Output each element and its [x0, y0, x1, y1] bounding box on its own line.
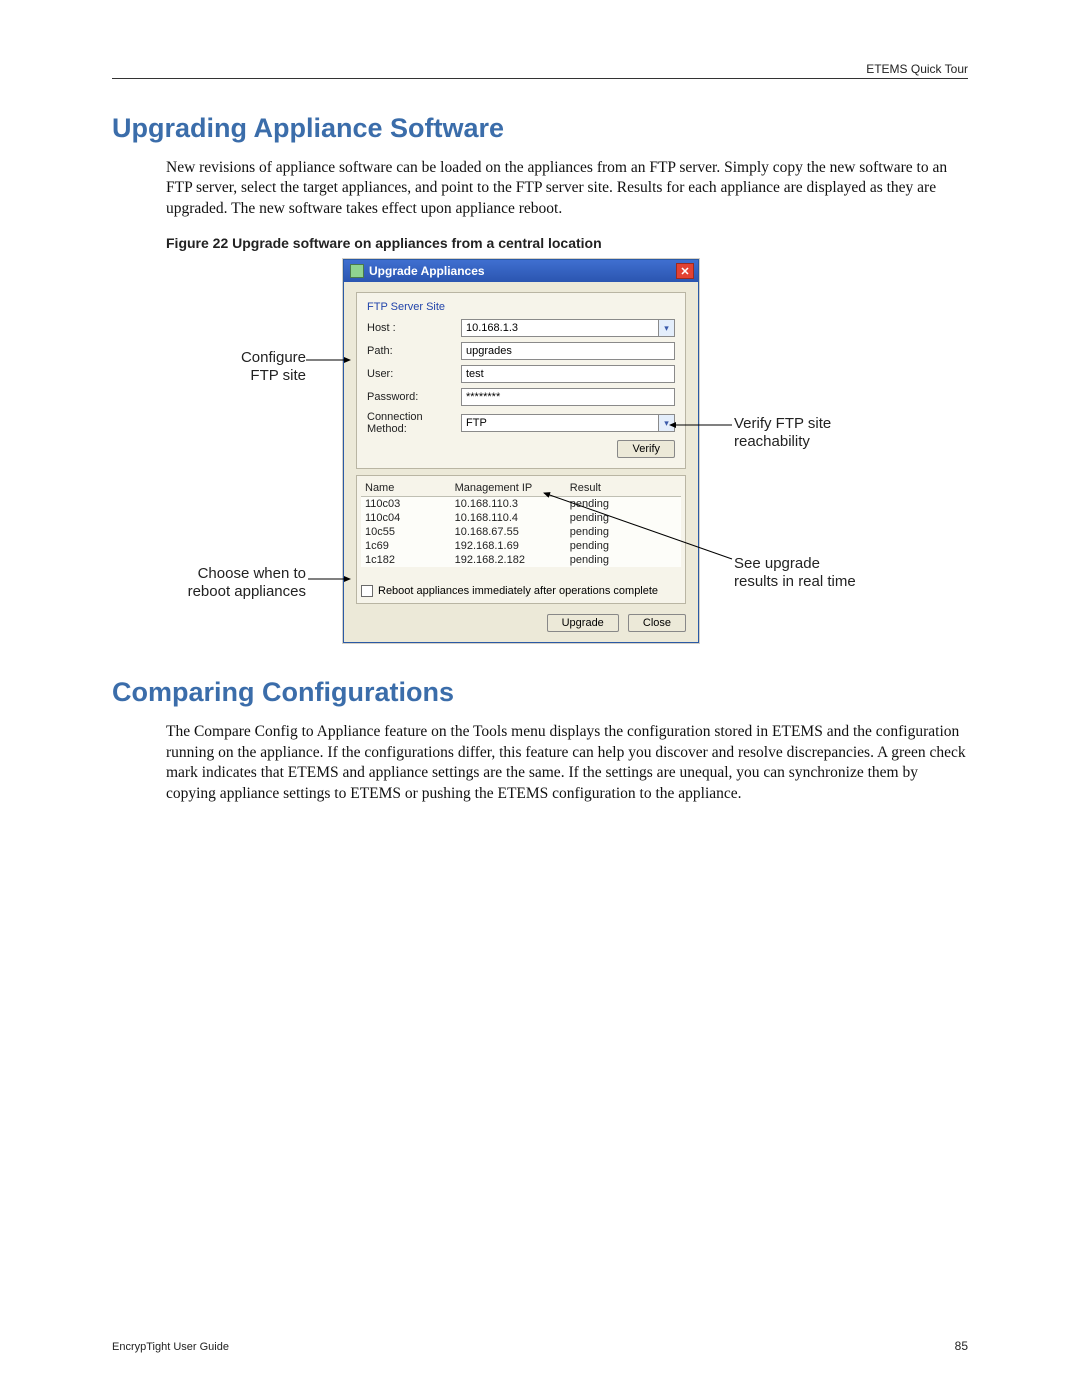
callout-see-results: See upgrade results in real time [734, 555, 934, 591]
callout-text: Choose when to [198, 565, 306, 582]
table-cell: 110c03 [361, 497, 451, 512]
reboot-checkbox-row: Reboot appliances immediately after oper… [361, 585, 681, 597]
ftp-pane-title: FTP Server Site [367, 301, 675, 313]
dialog-body: FTP Server Site Host : ▾ Path: User: [344, 282, 698, 642]
user-input[interactable] [461, 365, 675, 383]
table-row[interactable]: 1c182192.168.2.182pending [361, 553, 681, 567]
close-button[interactable]: Close [628, 614, 686, 632]
section1-paragraph: New revisions of appliance software can … [166, 158, 966, 219]
host-row: Host : ▾ [367, 319, 675, 337]
section1-heading: Upgrading Appliance Software [112, 113, 968, 144]
callout-text: Verify FTP site [734, 415, 831, 432]
dialog-title: Upgrade Appliances [369, 264, 485, 278]
conn-row: Connection Method: ▾ [367, 411, 675, 435]
top-rule [112, 78, 968, 79]
user-row: User: [367, 365, 675, 383]
ftp-pane: FTP Server Site Host : ▾ Path: User: [356, 292, 686, 469]
table-row[interactable]: 1c69192.168.1.69pending [361, 539, 681, 553]
reboot-checkbox-label: Reboot appliances immediately after oper… [378, 585, 658, 597]
host-label: Host : [367, 322, 461, 334]
section2-paragraph: The Compare Config to Appliance feature … [166, 722, 966, 804]
table-cell: pending [566, 497, 681, 512]
chevron-down-icon[interactable]: ▾ [659, 319, 675, 337]
path-input[interactable] [461, 342, 675, 360]
figure22: Configure FTP site Verify FTP site reach… [132, 259, 968, 639]
verify-button[interactable]: Verify [617, 440, 675, 458]
table-cell: pending [566, 511, 681, 525]
password-input[interactable] [461, 388, 675, 406]
footer-page-number: 85 [955, 1339, 968, 1353]
table-cell: 10.168.67.55 [451, 525, 566, 539]
host-input[interactable] [461, 319, 659, 337]
callout-text: results in real time [734, 573, 856, 590]
table-cell: 10.168.110.4 [451, 511, 566, 525]
table-cell: pending [566, 539, 681, 553]
reboot-checkbox[interactable] [361, 585, 373, 597]
user-label: User: [367, 368, 461, 380]
path-row: Path: [367, 342, 675, 360]
conn-input[interactable] [461, 414, 659, 432]
conn-label: Connection Method: [367, 411, 461, 435]
results-pane: Name Management IP Result 110c0310.168.1… [356, 475, 686, 604]
close-icon[interactable]: ✕ [676, 263, 694, 279]
table-cell: 192.168.2.182 [451, 553, 566, 567]
table-cell: pending [566, 525, 681, 539]
table-cell: 192.168.1.69 [451, 539, 566, 553]
callout-text: Configure [241, 349, 306, 366]
callout-choose-reboot: Choose when to reboot appliances [136, 565, 306, 601]
window-icon [350, 264, 364, 278]
callout-text: reboot appliances [188, 583, 306, 600]
callout-text: reachability [734, 433, 810, 450]
table-cell: 10c55 [361, 525, 451, 539]
table-cell: 10.168.110.3 [451, 497, 566, 512]
table-row[interactable]: 10c5510.168.67.55pending [361, 525, 681, 539]
upgrade-button[interactable]: Upgrade [547, 614, 619, 632]
callout-text: FTP site [250, 367, 306, 384]
table-row[interactable]: 110c0410.168.110.4pending [361, 511, 681, 525]
callout-configure-ftp: Configure FTP site [136, 349, 306, 385]
path-label: Path: [367, 345, 461, 357]
col-result: Result [566, 480, 681, 497]
footer-left: EncrypTight User Guide [112, 1341, 229, 1353]
upgrade-appliances-dialog: Upgrade Appliances ✕ FTP Server Site Hos… [343, 259, 699, 643]
figure22-caption: Figure 22 Upgrade software on appliances… [166, 235, 968, 251]
col-ip: Management IP [451, 480, 566, 497]
chevron-down-icon[interactable]: ▾ [659, 414, 675, 432]
page-header-right: ETEMS Quick Tour [866, 62, 968, 76]
dialog-buttons: Upgrade Close [356, 614, 686, 632]
table-cell: 1c182 [361, 553, 451, 567]
callout-verify-ftp: Verify FTP site reachability [734, 415, 934, 451]
col-name: Name [361, 480, 451, 497]
table-row[interactable]: 110c0310.168.110.3pending [361, 497, 681, 512]
callout-text: See upgrade [734, 555, 820, 572]
table-cell: 110c04 [361, 511, 451, 525]
password-label: Password: [367, 391, 461, 403]
table-cell: pending [566, 553, 681, 567]
table-cell: 1c69 [361, 539, 451, 553]
results-table: Name Management IP Result 110c0310.168.1… [361, 480, 681, 567]
password-row: Password: [367, 388, 675, 406]
section2-heading: Comparing Configurations [112, 677, 968, 708]
dialog-titlebar[interactable]: Upgrade Appliances ✕ [344, 260, 698, 282]
